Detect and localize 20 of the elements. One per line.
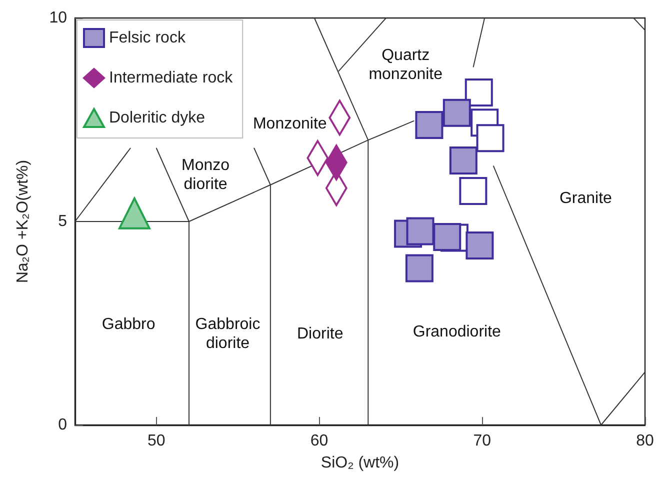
- y-tick-label: 5: [58, 213, 68, 230]
- annotation: Quartz monzonite: [368, 46, 443, 83]
- x-tick-label: 50: [148, 432, 166, 450]
- legend-label: Doleritic dyke: [109, 110, 206, 126]
- annotation: Gabbro: [102, 316, 156, 333]
- annotation: Granite: [559, 190, 612, 207]
- x-tick-label: 80: [636, 432, 654, 450]
- legend-label: Intermediate rock: [109, 70, 234, 86]
- annotation: Monzo diorite: [182, 157, 230, 194]
- annotation: Gabbroic diorite: [195, 316, 260, 352]
- y-tick-label: 0: [58, 416, 68, 434]
- legend-label: Felsic rock: [109, 30, 186, 46]
- annotation: Monzonite: [252, 115, 327, 132]
- annotation: Diorite: [296, 325, 344, 342]
- x-axis-title: SiO₂ (wt%): [320, 454, 400, 472]
- x-tick-label: 70: [473, 432, 492, 450]
- y-tick-label: 10: [49, 10, 68, 26]
- annotation: Granodiorite: [412, 323, 502, 340]
- x-tick-label: 60: [310, 432, 328, 450]
- y-axis-title: Na₂O +K₂O(wt%): [14, 160, 32, 284]
